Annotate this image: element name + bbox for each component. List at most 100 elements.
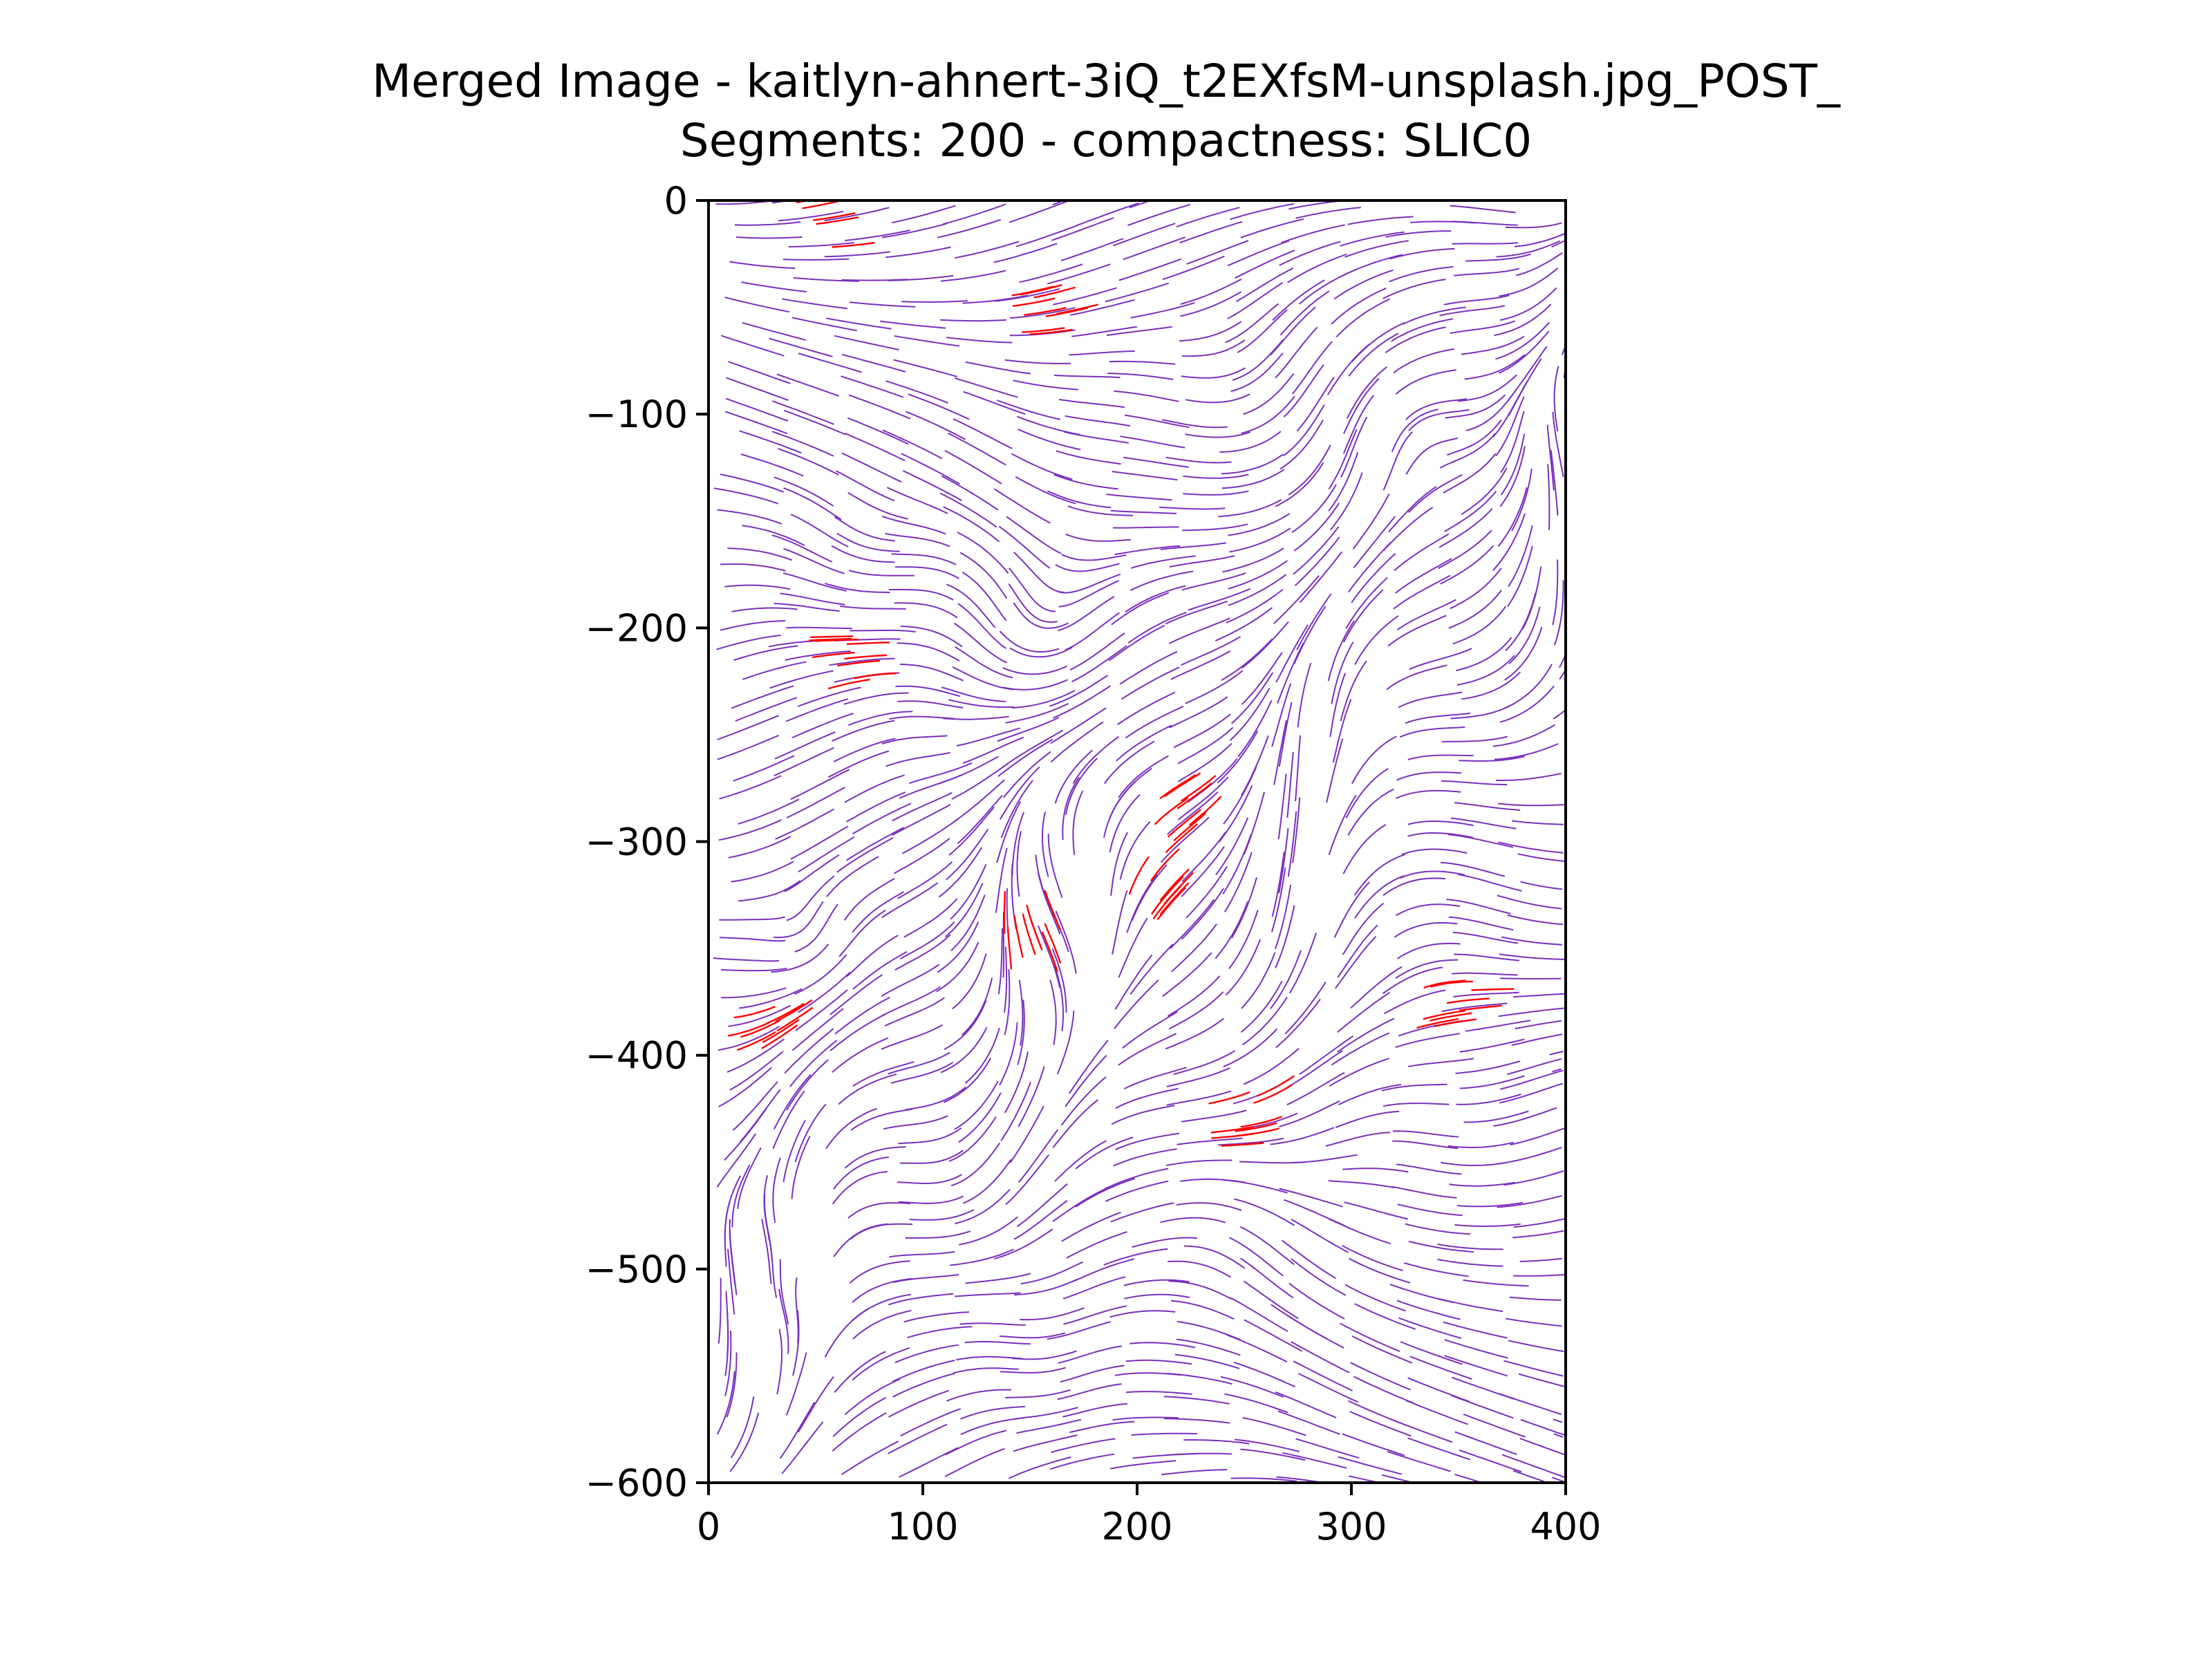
streamline bbox=[1243, 1280, 1299, 1320]
streamline bbox=[1230, 672, 1274, 724]
streamline bbox=[885, 751, 950, 767]
streamline bbox=[1169, 555, 1235, 568]
streamline bbox=[1382, 966, 1443, 995]
streamline bbox=[1161, 419, 1228, 429]
streamline bbox=[1284, 1199, 1345, 1226]
streamline bbox=[1170, 899, 1215, 949]
streamline bbox=[1115, 1132, 1180, 1150]
streamline bbox=[1509, 1296, 1562, 1301]
streamline bbox=[1508, 525, 1533, 588]
streamline bbox=[1278, 827, 1289, 894]
streamline bbox=[940, 319, 1006, 322]
streamline bbox=[774, 476, 834, 507]
streamline bbox=[1183, 474, 1249, 479]
streamline bbox=[1465, 253, 1531, 262]
streamline bbox=[782, 572, 847, 592]
streamline bbox=[1405, 437, 1459, 475]
streamlines bbox=[713, 200, 1566, 1483]
streamline bbox=[1222, 834, 1252, 894]
streamline bbox=[795, 1277, 799, 1344]
highlighted-streamline bbox=[1041, 931, 1058, 973]
streamline bbox=[1224, 852, 1253, 912]
streamline bbox=[1329, 673, 1347, 738]
streamline bbox=[891, 553, 957, 565]
streamline bbox=[1221, 638, 1273, 681]
streamline bbox=[1071, 326, 1137, 337]
streamline bbox=[775, 808, 834, 840]
streamline bbox=[1354, 875, 1405, 919]
streamline bbox=[1166, 1090, 1232, 1106]
streamline bbox=[1173, 1050, 1235, 1076]
streamline bbox=[1332, 699, 1352, 763]
streamline bbox=[850, 629, 916, 632]
streamline bbox=[1071, 1258, 1135, 1283]
streamline bbox=[1118, 917, 1148, 978]
highlighted-streamline bbox=[854, 672, 897, 679]
streamline bbox=[847, 711, 913, 726]
streamline bbox=[1498, 330, 1550, 374]
streamline bbox=[1047, 1321, 1112, 1340]
streamline bbox=[1125, 1359, 1192, 1365]
streamline bbox=[729, 1412, 760, 1472]
streamline bbox=[719, 916, 785, 921]
streamline bbox=[1279, 241, 1341, 266]
streamline bbox=[1444, 1355, 1508, 1377]
streamline bbox=[1229, 688, 1271, 742]
streamline bbox=[1501, 936, 1563, 946]
streamline bbox=[950, 1142, 1001, 1187]
streamline bbox=[1396, 942, 1461, 959]
streamline bbox=[1071, 645, 1127, 683]
streamline bbox=[715, 200, 773, 205]
streamline bbox=[1450, 205, 1516, 214]
streamline bbox=[1235, 250, 1295, 279]
streamline bbox=[1058, 580, 1120, 608]
streamline bbox=[1350, 966, 1403, 1009]
streamline bbox=[1053, 374, 1121, 379]
highlighted-streamline bbox=[1022, 327, 1065, 333]
streamline bbox=[843, 692, 909, 705]
streamline bbox=[1230, 203, 1295, 221]
streamline bbox=[1125, 585, 1186, 613]
highlighted-streamline bbox=[1012, 297, 1056, 307]
streamline bbox=[1400, 1341, 1463, 1365]
streamline bbox=[993, 1228, 1053, 1260]
streamline bbox=[1334, 936, 1377, 989]
streamline bbox=[1110, 1202, 1174, 1223]
streamline bbox=[1399, 870, 1465, 879]
streamline bbox=[1176, 1202, 1242, 1211]
streamline bbox=[1288, 932, 1318, 994]
streamline bbox=[1508, 1340, 1564, 1353]
streamline bbox=[719, 775, 782, 800]
streamline bbox=[1020, 1261, 1083, 1285]
streamline bbox=[1550, 450, 1559, 516]
streamline bbox=[1514, 1218, 1566, 1228]
streamline bbox=[1015, 224, 1079, 247]
streamline bbox=[1177, 1137, 1243, 1145]
streamline bbox=[790, 769, 850, 800]
streamline bbox=[717, 734, 780, 760]
streamline bbox=[962, 294, 1029, 304]
streamline bbox=[719, 937, 786, 942]
streamline bbox=[1461, 671, 1521, 700]
streamline bbox=[1494, 743, 1559, 760]
streamline bbox=[1349, 1411, 1412, 1437]
streamline bbox=[1241, 621, 1289, 669]
streamline bbox=[1508, 346, 1548, 401]
streamline bbox=[1407, 1377, 1470, 1403]
streamline bbox=[1230, 877, 1257, 939]
streamline bbox=[1168, 991, 1224, 1030]
streamline bbox=[733, 755, 795, 782]
streamline bbox=[1185, 431, 1251, 438]
streamline bbox=[1168, 617, 1230, 644]
streamline bbox=[940, 270, 1006, 282]
streamline bbox=[1004, 946, 1008, 1013]
streamline bbox=[1499, 446, 1526, 507]
streamline bbox=[1053, 685, 1112, 719]
streamline bbox=[1226, 589, 1284, 624]
streamline bbox=[717, 715, 779, 740]
streamline bbox=[1271, 683, 1292, 747]
streamline bbox=[1452, 1376, 1515, 1400]
streamline bbox=[1057, 1383, 1122, 1400]
streamline bbox=[785, 1352, 807, 1416]
highlighted-streamline bbox=[1029, 328, 1073, 335]
